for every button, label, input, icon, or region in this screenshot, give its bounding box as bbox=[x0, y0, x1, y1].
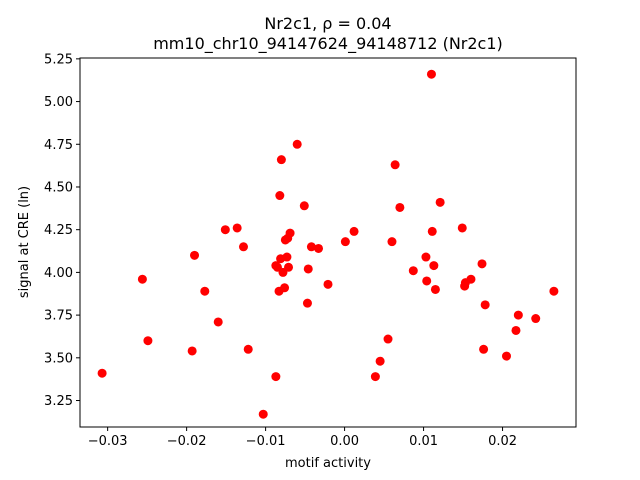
data-point bbox=[427, 226, 437, 236]
y-tick-label: 3.75 bbox=[44, 309, 73, 324]
data-point bbox=[549, 286, 559, 296]
data-point bbox=[285, 228, 295, 238]
data-point bbox=[501, 351, 511, 361]
data-point bbox=[395, 202, 405, 212]
data-point bbox=[271, 372, 281, 382]
data-point bbox=[299, 201, 309, 211]
data-point bbox=[531, 314, 541, 324]
data-point bbox=[276, 155, 286, 165]
x-tick-label: −0.02 bbox=[167, 434, 207, 449]
data-point bbox=[457, 223, 467, 233]
data-point bbox=[323, 279, 333, 289]
data-point bbox=[479, 344, 489, 354]
data-point bbox=[370, 372, 380, 382]
data-point bbox=[137, 274, 147, 284]
data-point bbox=[303, 264, 313, 274]
data-point bbox=[426, 69, 436, 79]
data-point bbox=[306, 242, 316, 252]
data-point bbox=[232, 223, 242, 233]
data-point bbox=[375, 356, 385, 366]
y-tick-label: 4.50 bbox=[44, 180, 73, 195]
data-point bbox=[429, 261, 439, 271]
y-tick-label: 4.75 bbox=[44, 138, 73, 153]
y-tick-label: 4.25 bbox=[44, 223, 73, 238]
data-point bbox=[435, 197, 445, 207]
y-tick-label: 3.25 bbox=[44, 394, 73, 409]
data-point bbox=[284, 262, 294, 272]
data-point bbox=[213, 317, 223, 327]
y-tick-label: 4.00 bbox=[44, 266, 73, 281]
x-tick-label: 0.01 bbox=[409, 434, 438, 449]
data-point bbox=[314, 243, 324, 253]
data-point bbox=[302, 298, 312, 308]
data-point bbox=[422, 276, 432, 286]
data-point bbox=[238, 242, 248, 252]
data-point bbox=[511, 325, 521, 335]
data-point bbox=[408, 266, 418, 276]
data-point bbox=[280, 283, 290, 293]
data-point bbox=[480, 300, 490, 310]
data-point bbox=[282, 252, 292, 262]
data-point bbox=[349, 226, 359, 236]
x-tick-label: −0.03 bbox=[88, 434, 128, 449]
data-point bbox=[477, 259, 487, 269]
y-tick-label: 5.00 bbox=[44, 95, 73, 110]
data-point bbox=[390, 160, 400, 170]
x-tick-label: −0.01 bbox=[246, 434, 286, 449]
data-point bbox=[421, 252, 431, 262]
data-points bbox=[97, 69, 559, 419]
y-tick-label: 5.25 bbox=[44, 52, 73, 67]
x-axis-ticks: −0.03 −0.02 −0.01 0.00 0.01 0.02 bbox=[88, 427, 517, 449]
data-point bbox=[143, 336, 153, 346]
data-point bbox=[466, 274, 476, 284]
data-point bbox=[220, 225, 230, 235]
data-point bbox=[190, 250, 200, 260]
data-point bbox=[187, 346, 197, 356]
data-point bbox=[513, 310, 523, 320]
data-point bbox=[292, 139, 302, 149]
x-tick-label: 0.00 bbox=[330, 434, 359, 449]
chart-subtitle: mm10_chr10_94147624_94148712 (Nr2c1) bbox=[153, 34, 503, 54]
plot-frame bbox=[79, 57, 577, 428]
data-point bbox=[243, 344, 253, 354]
data-point bbox=[387, 237, 397, 247]
data-point bbox=[383, 334, 393, 344]
y-tick-label: 3.50 bbox=[44, 351, 73, 366]
x-tick-label: 0.02 bbox=[488, 434, 517, 449]
chart-title: Nr2c1, ρ = 0.04 bbox=[264, 14, 391, 33]
data-point bbox=[430, 284, 440, 294]
y-axis-label: signal at CRE (ln) bbox=[17, 186, 32, 298]
data-point bbox=[340, 237, 350, 247]
data-point bbox=[97, 368, 107, 378]
data-point bbox=[258, 409, 268, 419]
data-point bbox=[275, 191, 285, 201]
x-axis-label: motif activity bbox=[285, 456, 371, 471]
y-axis-ticks: 3.25 3.50 3.75 4.00 4.25 4.50 4.75 5.00 5.25 bbox=[44, 52, 80, 409]
data-point bbox=[200, 286, 210, 296]
